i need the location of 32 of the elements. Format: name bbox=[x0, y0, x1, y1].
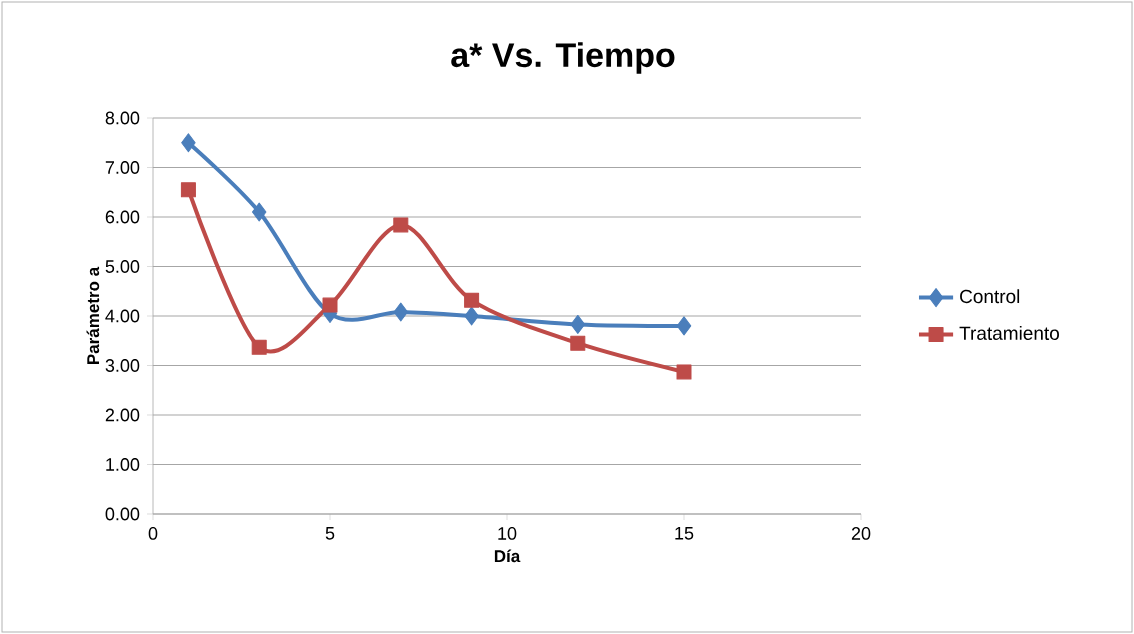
x-tick-label: 0 bbox=[148, 527, 158, 540]
point bbox=[251, 339, 267, 355]
point bbox=[570, 314, 586, 334]
legend-label: Control bbox=[960, 289, 1020, 304]
y-axis-title: Parámetro a bbox=[86, 266, 100, 365]
y-tick-label: 7.00 bbox=[105, 161, 140, 174]
point bbox=[676, 316, 692, 336]
point bbox=[676, 364, 692, 380]
x-tick-label: 15 bbox=[675, 527, 694, 540]
point bbox=[180, 182, 196, 198]
point bbox=[464, 306, 479, 326]
point bbox=[570, 335, 586, 351]
x-tick-label: 10 bbox=[498, 527, 517, 540]
y-tick-label: 2.00 bbox=[105, 408, 140, 422]
point bbox=[393, 302, 409, 322]
point bbox=[393, 217, 409, 233]
chart-title: a* Vs. Tiempo bbox=[451, 42, 675, 74]
x-tick-label: 20 bbox=[851, 527, 871, 540]
y-tick-label: 1.00 bbox=[106, 458, 140, 471]
legend-label: Tratamiento bbox=[959, 326, 1059, 340]
y-tick-label: 3.00 bbox=[105, 359, 140, 372]
point bbox=[464, 292, 480, 308]
y-tick-label: 6.00 bbox=[105, 210, 140, 224]
y-tick-label: 5.00 bbox=[105, 260, 140, 273]
point bbox=[322, 297, 338, 313]
point bbox=[251, 202, 267, 222]
y-tick-label: 0.00 bbox=[105, 507, 140, 521]
x-tick-label: 5 bbox=[325, 527, 335, 540]
y-tick-label: 4.00 bbox=[105, 309, 140, 323]
y-tick-label: 8.00 bbox=[105, 111, 140, 125]
x-axis-title: Día bbox=[494, 549, 521, 563]
point bbox=[181, 133, 196, 153]
